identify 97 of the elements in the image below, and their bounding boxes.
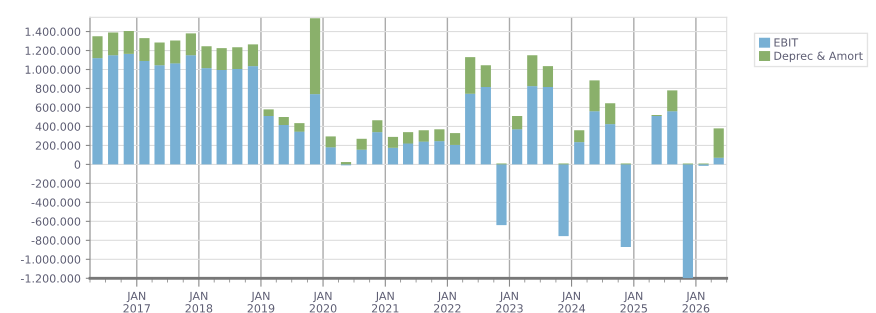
bar <box>264 109 274 116</box>
bar <box>124 31 134 54</box>
bar <box>186 33 196 56</box>
x-tick-label: JAN 2021 <box>372 292 398 313</box>
x-tick-label: JAN 2025 <box>620 292 647 313</box>
bar <box>326 147 336 164</box>
bar <box>139 38 150 61</box>
bar <box>388 136 398 148</box>
bar <box>574 142 584 164</box>
x-tick-label: JAN 2023 <box>496 292 523 313</box>
y-tick-label: 1.400.000 <box>26 28 80 36</box>
bar <box>232 69 242 164</box>
bar <box>201 68 212 164</box>
bar <box>264 116 274 164</box>
y-tick-label: 1.200.000 <box>26 46 80 55</box>
y-tick-label: 1.000.000 <box>26 65 80 74</box>
bar <box>294 132 304 164</box>
bar <box>667 90 678 112</box>
y-tick-label: 800.000 <box>36 84 80 93</box>
bar <box>201 46 212 68</box>
x-tick-label: JAN 2024 <box>558 292 586 313</box>
bar <box>605 124 616 164</box>
bar <box>232 47 242 70</box>
bar <box>605 103 616 124</box>
bar <box>512 129 522 164</box>
bar <box>278 125 289 164</box>
bar <box>620 164 631 247</box>
bar <box>512 116 522 130</box>
bar <box>682 164 694 278</box>
bar <box>310 94 320 164</box>
y-tick-label: -1.000.000 <box>20 255 80 264</box>
x-tick-label: JAN 2026 <box>682 292 710 313</box>
bar <box>418 130 429 142</box>
bar <box>652 116 662 164</box>
bar <box>558 164 569 236</box>
bar <box>542 66 554 88</box>
y-tick-label: -1.200.000 <box>20 274 80 283</box>
bar <box>326 136 336 148</box>
bar <box>372 120 382 132</box>
y-tick-label: -400.000 <box>32 198 80 207</box>
bar <box>92 58 103 164</box>
bar <box>108 32 118 56</box>
bar <box>480 87 491 164</box>
bar <box>714 128 724 158</box>
bar <box>574 130 584 142</box>
bar <box>450 144 460 164</box>
bar <box>216 70 227 164</box>
bar <box>714 158 724 164</box>
bar <box>450 133 460 145</box>
bar <box>310 18 320 94</box>
x-tick-label: JAN 2019 <box>248 292 274 313</box>
y-tick-label: 0 <box>74 160 80 169</box>
bar <box>170 63 180 164</box>
bar <box>667 111 678 164</box>
y-tick-label: 400.000 <box>36 122 80 131</box>
bar <box>434 129 444 142</box>
legend-label: EBIT <box>774 38 798 47</box>
y-tick-label: -200.000 <box>32 179 80 188</box>
bar <box>465 57 476 94</box>
legend-label: Deprec & Amort <box>774 52 863 62</box>
bar <box>589 80 600 112</box>
y-tick-label: 600.000 <box>36 103 80 112</box>
bar <box>372 132 382 164</box>
bar <box>465 94 476 164</box>
bar <box>388 148 398 164</box>
bar <box>124 54 134 164</box>
bar <box>216 48 227 70</box>
bar <box>527 86 538 164</box>
bar <box>496 164 507 226</box>
bar <box>418 142 429 164</box>
bar <box>527 55 538 86</box>
bar <box>402 144 414 164</box>
bar <box>589 111 600 164</box>
y-tick-label: -800.000 <box>32 236 80 245</box>
bar <box>356 138 367 150</box>
x-tick-label: JAN 2022 <box>434 292 460 313</box>
x-tick-label: JAN 2018 <box>186 292 212 313</box>
bar <box>154 42 165 66</box>
bar <box>154 65 165 164</box>
y-tick-label: 200.000 <box>36 141 80 150</box>
bar <box>92 36 103 58</box>
bar <box>480 65 491 88</box>
bar <box>248 66 258 164</box>
y-tick-label: -600.000 <box>32 217 80 226</box>
bar <box>186 55 196 164</box>
bar <box>294 123 304 132</box>
bar <box>139 60 150 164</box>
bar <box>542 87 554 164</box>
bar <box>402 132 414 144</box>
x-tick-label: JAN 2017 <box>123 292 150 313</box>
bar <box>108 55 118 164</box>
bar <box>434 141 444 164</box>
bar <box>170 40 180 64</box>
bar <box>356 150 367 164</box>
bar <box>248 44 258 66</box>
bar <box>278 116 289 126</box>
x-tick-label: JAN 2020 <box>310 292 336 313</box>
